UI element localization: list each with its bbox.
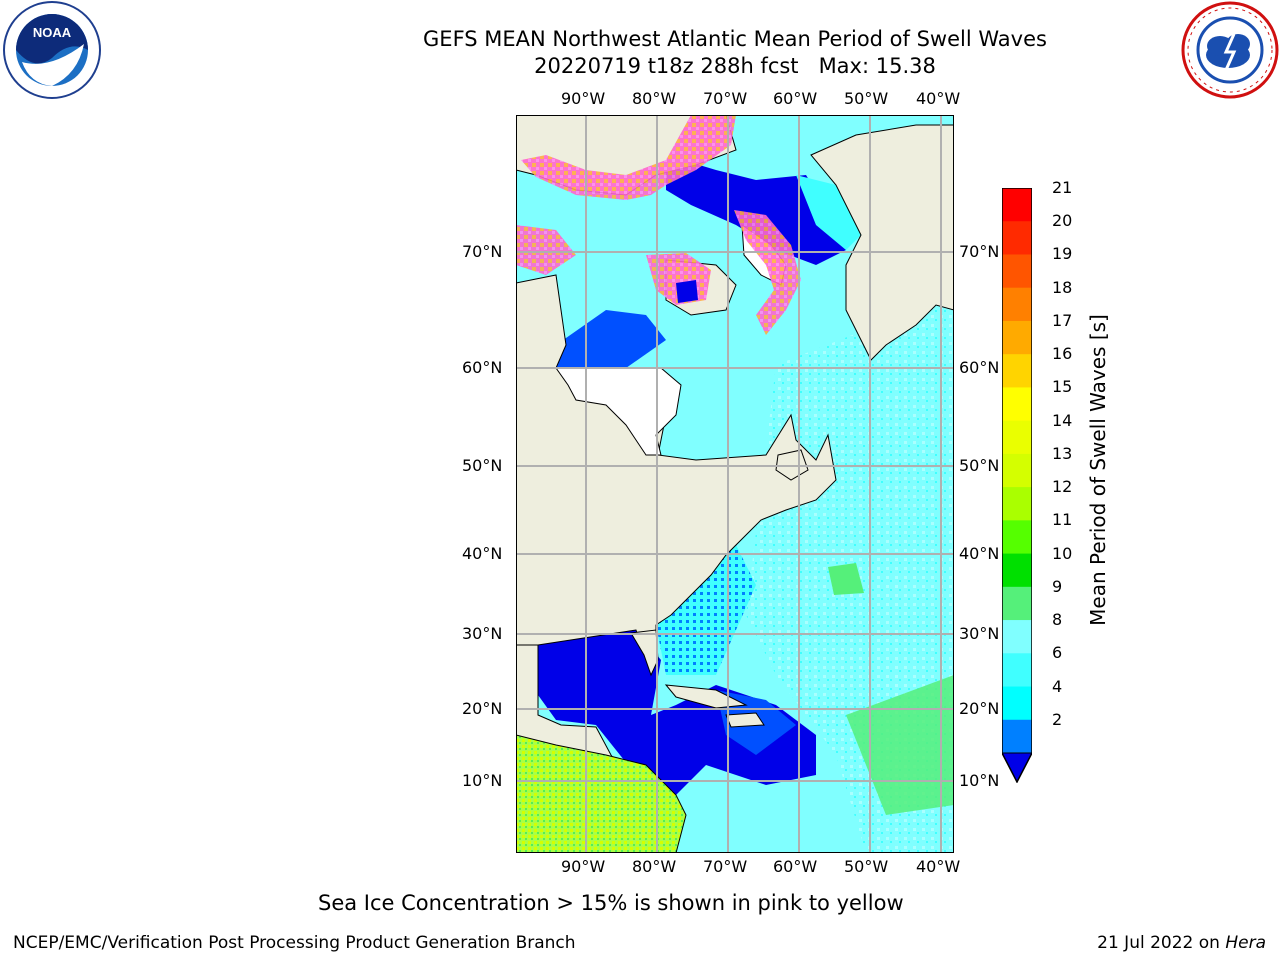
land-south-america-shaded bbox=[516, 734, 687, 853]
lat-tick-right-30n: 30°N bbox=[959, 624, 1000, 643]
footer-date: 21 Jul 2022 on Hera bbox=[1097, 933, 1266, 953]
map-graticule bbox=[516, 115, 954, 853]
colorbar-tick-label: 4 bbox=[1052, 676, 1063, 696]
colorbar-tick-label: 17 bbox=[1052, 310, 1073, 330]
lat-tick-right-10n: 10°N bbox=[959, 771, 1000, 790]
land-cuba bbox=[664, 684, 748, 709]
lat-tick-right-20n: 20°N bbox=[959, 699, 1000, 718]
lat-tick-left-50n: 50°N bbox=[462, 456, 503, 475]
footer-host: Hera bbox=[1225, 933, 1266, 953]
colorbar-tick-label: 15 bbox=[1052, 377, 1073, 397]
gulf-caribbean-short-swell bbox=[538, 630, 816, 795]
lat-tick-right-40n: 40°N bbox=[959, 544, 1000, 563]
hudson-bay-no-data bbox=[555, 367, 682, 456]
colorbar-segment bbox=[1002, 254, 1032, 289]
colorbar-tick-label: 10 bbox=[1052, 543, 1073, 563]
colorbar-tick-label: 21 bbox=[1052, 178, 1073, 197]
davis-strait-swell bbox=[796, 175, 861, 250]
colorbar-tick-label: 12 bbox=[1052, 477, 1073, 497]
lon-tick-bottom-70w: 70°W bbox=[703, 857, 748, 876]
colorbar-segment bbox=[1002, 520, 1032, 555]
colorbar-tick-label: 16 bbox=[1052, 344, 1073, 364]
lon-tick-bottom-60w: 60°W bbox=[773, 857, 818, 876]
colorbar-segment bbox=[1002, 453, 1032, 488]
colorbar-segment bbox=[1002, 320, 1032, 355]
colorbar-tick-label: 19 bbox=[1052, 244, 1073, 264]
lat-tick-left-70n: 70°N bbox=[462, 242, 503, 261]
title-line-2: 20220719 t18z 288h fcst Max: 15.38 bbox=[534, 54, 936, 78]
lon-tick-top-50w: 50°W bbox=[844, 89, 889, 108]
colorbar-segment bbox=[1002, 487, 1032, 521]
land-florida bbox=[630, 629, 659, 677]
lat-tick-right-50n: 50°N bbox=[959, 456, 1000, 475]
noaa-logo: NOAA bbox=[3, 1, 101, 99]
sea-ice-arctic bbox=[521, 115, 736, 200]
colorbar-segment bbox=[1002, 553, 1032, 588]
colorbar-segment bbox=[1002, 620, 1032, 654]
colorbar-segment bbox=[1002, 387, 1032, 422]
colorbar-outline bbox=[1002, 188, 1032, 783]
lon-tick-bottom-40w: 40°W bbox=[916, 857, 961, 876]
colorbar-segment bbox=[1002, 188, 1032, 222]
colorbar bbox=[1002, 188, 1032, 783]
sea-ice-baffin bbox=[734, 210, 801, 335]
colorbar-tick-label: 2 bbox=[1052, 709, 1063, 729]
lat-tick-left-40n: 40°N bbox=[462, 544, 503, 563]
lon-tick-top-60w: 60°W bbox=[773, 89, 818, 108]
colorbar-tick-label: 8 bbox=[1052, 610, 1063, 630]
lat-tick-left-60n: 60°N bbox=[462, 358, 503, 377]
lon-tick-bottom-90w: 90°W bbox=[561, 857, 606, 876]
colorbar-segment bbox=[1002, 686, 1032, 721]
lat-tick-left-20n: 20°N bbox=[462, 699, 503, 718]
colorbar-segment bbox=[1002, 653, 1032, 688]
lat-tick-left-30n: 30°N bbox=[462, 624, 503, 643]
hudson-bay-swell bbox=[556, 310, 666, 368]
lon-tick-top-70w: 70°W bbox=[703, 89, 748, 108]
lat-tick-left-10n: 10°N bbox=[462, 771, 503, 790]
coastal-swell-band bbox=[656, 545, 756, 675]
colorbar-segment bbox=[1002, 354, 1032, 388]
nws-logo bbox=[1181, 1, 1279, 99]
colorbar-segment bbox=[1002, 287, 1032, 322]
noaa-logo-text: NOAA bbox=[33, 25, 72, 40]
lon-tick-bottom-80w: 80°W bbox=[632, 857, 677, 876]
colorbar-segment bbox=[1002, 586, 1032, 621]
colorbar-tick-label: 18 bbox=[1052, 277, 1073, 297]
plot-title: GEFS MEAN Northwest Atlantic Mean Period… bbox=[390, 26, 1080, 80]
colorbar-tick-label: 13 bbox=[1052, 443, 1073, 463]
swell-period-map bbox=[516, 115, 954, 853]
colorbar-segment bbox=[1002, 221, 1032, 255]
colorbar-title: Mean Period of Swell Waves [s] bbox=[1086, 314, 1110, 626]
colorbar-tick-label: 14 bbox=[1052, 410, 1073, 430]
colorbar-tick-label: 9 bbox=[1052, 576, 1063, 596]
colorbar-tick-label: 6 bbox=[1052, 643, 1063, 663]
lon-tick-top-90w: 90°W bbox=[561, 89, 606, 108]
colorbar-under-arrow bbox=[1002, 752, 1032, 783]
lon-tick-top-80w: 80°W bbox=[632, 89, 677, 108]
footer-credit: NCEP/EMC/Verification Post Processing Pr… bbox=[13, 933, 576, 953]
land-greenland bbox=[810, 124, 954, 361]
lon-tick-top-40w: 40°W bbox=[916, 89, 961, 108]
colorbar-tick-label: 20 bbox=[1052, 211, 1073, 231]
lat-tick-right-70n: 70°N bbox=[959, 242, 1000, 261]
land-hispaniola bbox=[725, 712, 765, 728]
sea-ice-west bbox=[516, 225, 576, 275]
foxe-basin-open-water bbox=[676, 280, 698, 303]
colorbar-segment bbox=[1002, 420, 1032, 455]
lon-tick-bottom-50w: 50°W bbox=[844, 857, 889, 876]
title-line-1: GEFS MEAN Northwest Atlantic Mean Period… bbox=[423, 27, 1047, 51]
long-swell-patch-2 bbox=[828, 563, 864, 595]
footer-date-text: 21 Jul 2022 on bbox=[1097, 933, 1226, 953]
colorbar-segment bbox=[1002, 719, 1032, 754]
colorbar-tick-label: 11 bbox=[1052, 510, 1073, 530]
sea-ice-note: Sea Ice Concentration > 15% is shown in … bbox=[318, 891, 904, 915]
lat-tick-right-60n: 60°N bbox=[959, 358, 1000, 377]
